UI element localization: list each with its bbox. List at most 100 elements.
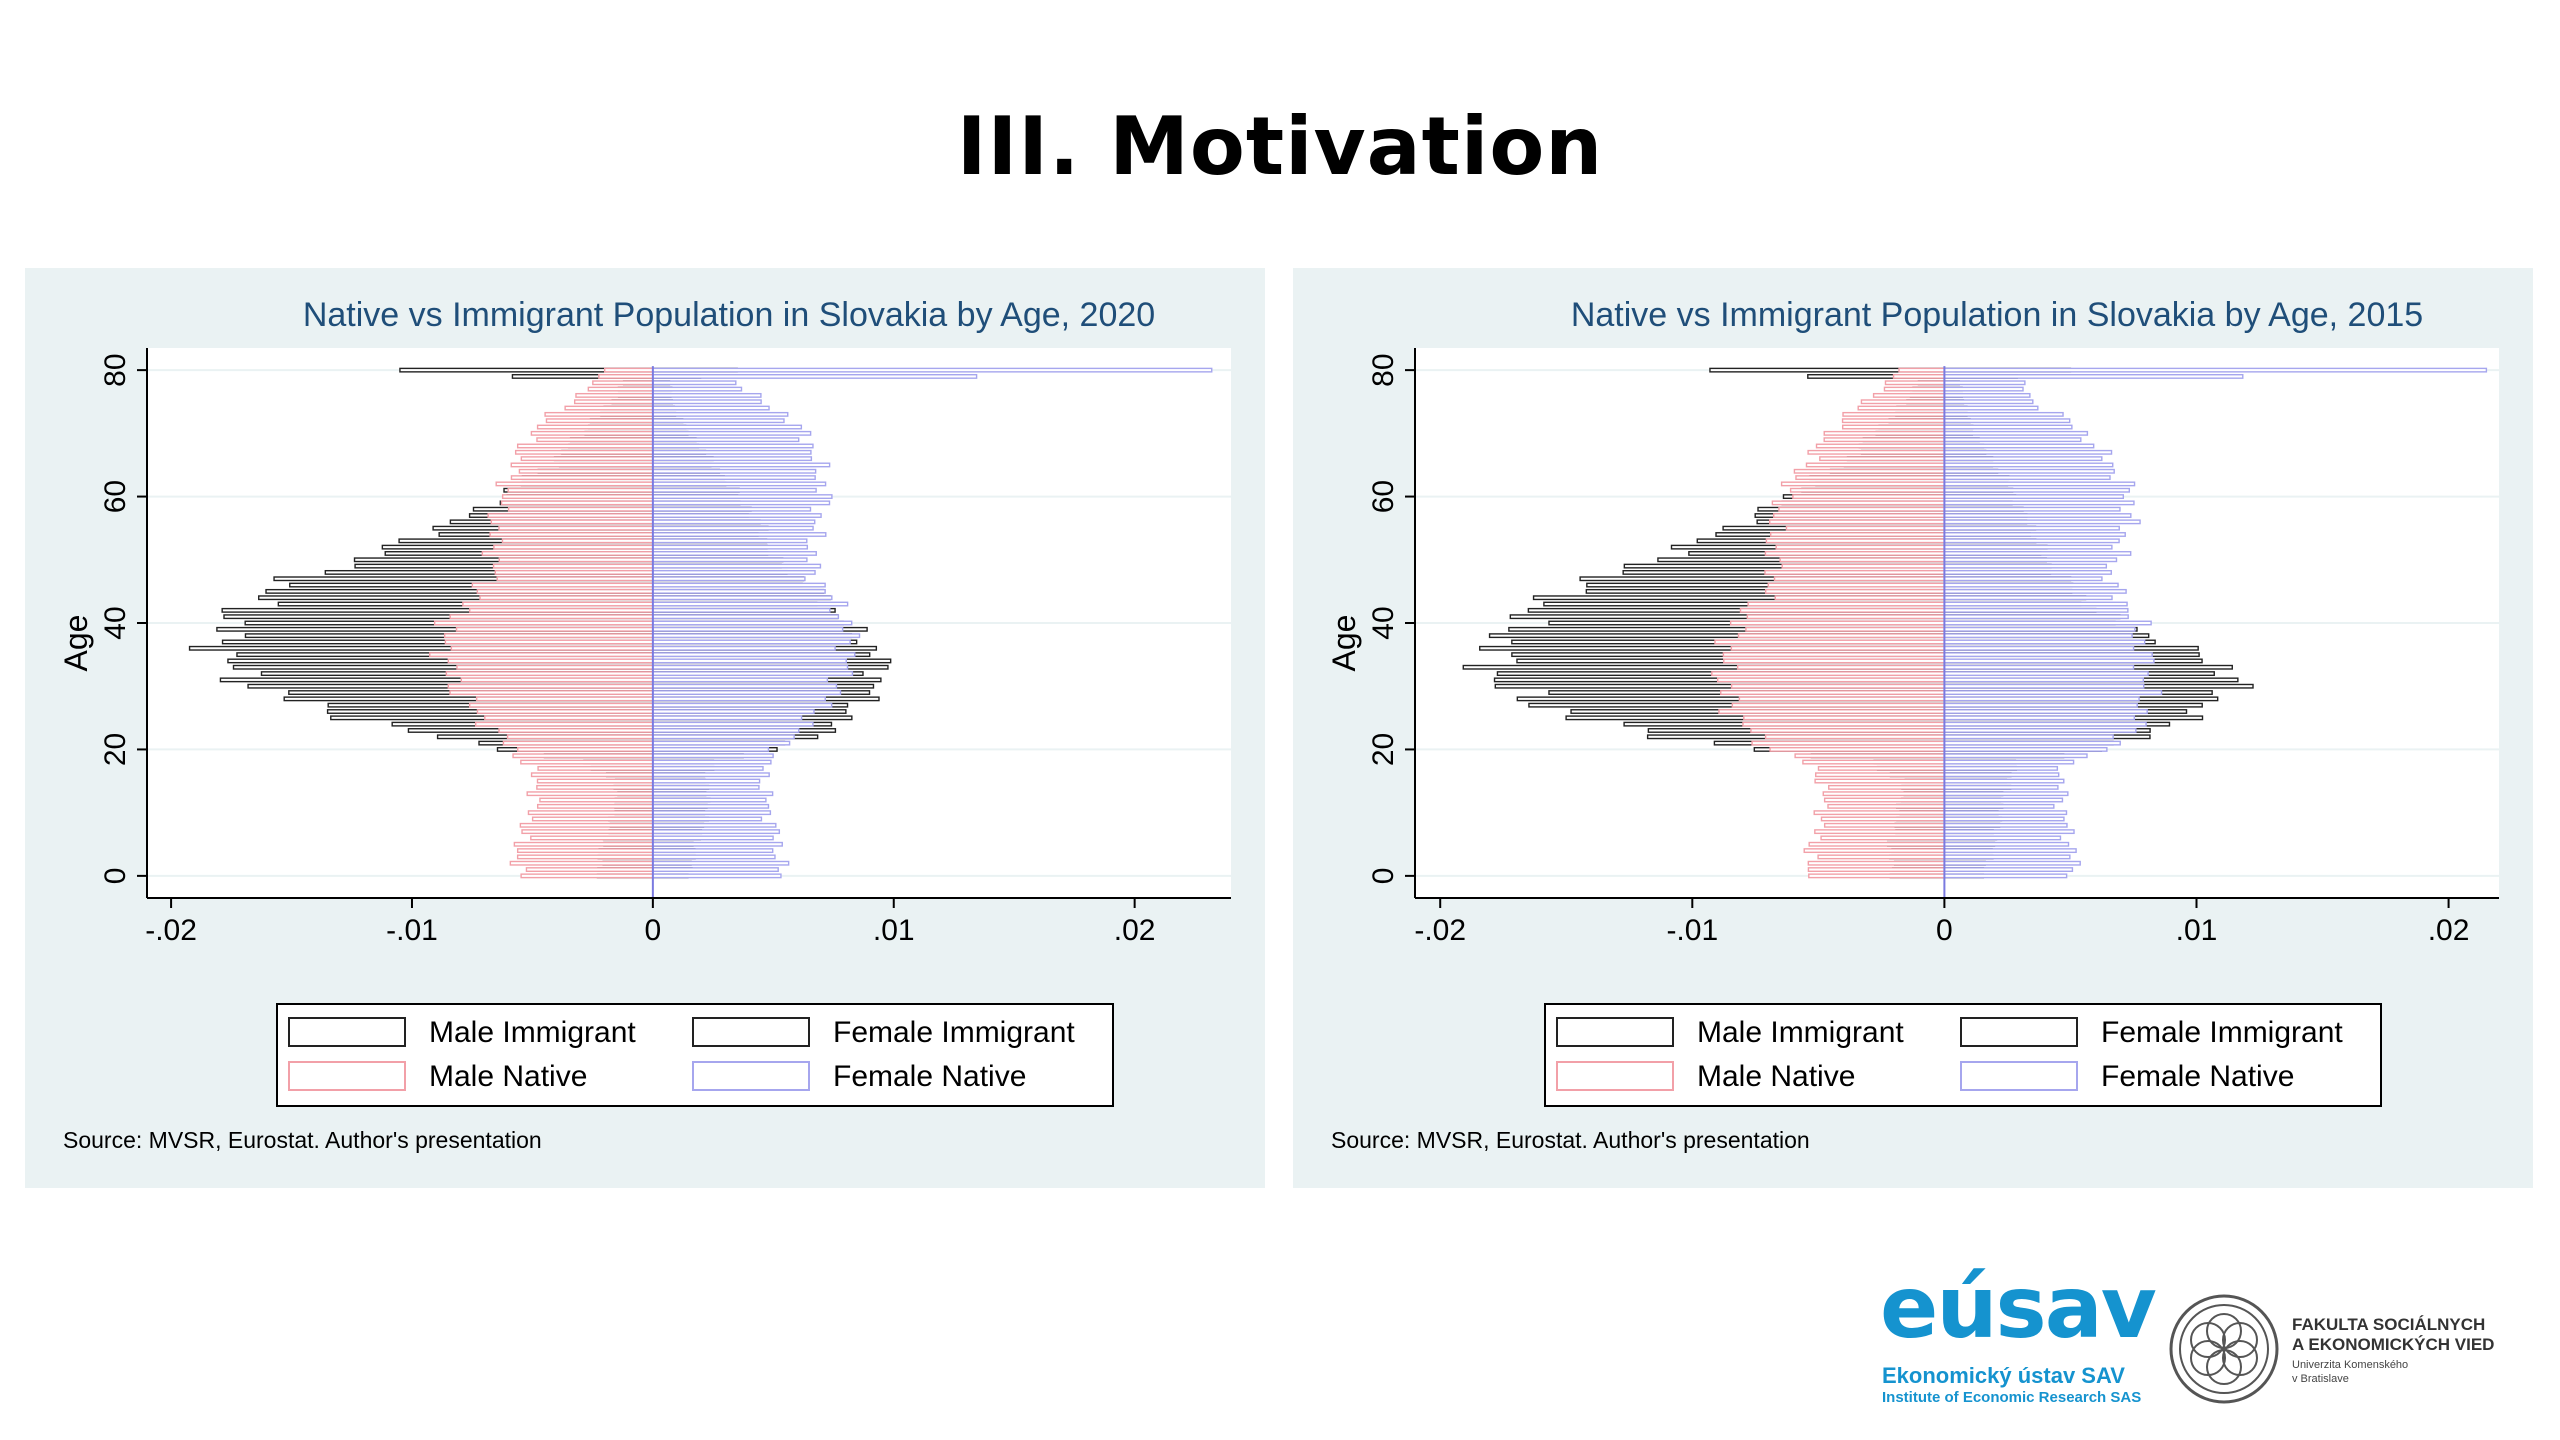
bar — [1943, 658, 2155, 664]
bar — [652, 715, 803, 721]
bar — [1808, 873, 1946, 879]
series-male-native — [429, 367, 654, 879]
bar — [1781, 563, 1946, 569]
bar — [1737, 633, 1946, 639]
bar — [1723, 658, 1946, 664]
source-note: Source: MVSR, Eurostat. Author's present… — [1331, 1127, 1810, 1153]
bar — [1803, 848, 1946, 854]
bar — [1943, 664, 2135, 670]
x-tick-label: -.02 — [1414, 914, 1466, 947]
bar — [1943, 683, 2145, 689]
bar — [475, 696, 654, 702]
bar — [1815, 443, 1946, 449]
bar — [1943, 696, 2140, 702]
bar — [1943, 588, 2127, 594]
bar — [652, 721, 814, 727]
bar — [498, 728, 654, 733]
bar — [1769, 746, 1946, 752]
bar — [1805, 462, 1946, 468]
bar — [652, 386, 743, 392]
bar — [462, 601, 654, 607]
y-tick-label: 20 — [1367, 733, 1400, 766]
bar — [1943, 810, 2068, 816]
bar — [1794, 753, 1946, 759]
y-tick-label: 80 — [99, 353, 132, 386]
bar — [652, 702, 833, 708]
legend: Male Immigrant Female Immigrant Male Nativ… — [1544, 1003, 2382, 1107]
bar — [1817, 765, 1946, 771]
bar — [1943, 418, 2071, 424]
bar — [484, 715, 654, 721]
bar — [652, 374, 978, 379]
bar — [1943, 835, 2062, 841]
pyramid-chart-2015: Native vs Immigrant Population in Slovak… — [1326, 296, 2499, 1153]
slide-title: III. Motivation — [956, 100, 1604, 193]
bars — [1462, 367, 2488, 879]
bar — [603, 367, 654, 373]
bar — [536, 803, 654, 809]
bar — [1943, 399, 2034, 405]
bar — [1943, 462, 2114, 468]
bar — [652, 620, 853, 626]
bar — [539, 797, 654, 803]
bar — [492, 563, 654, 569]
y-axis-label: Age — [58, 615, 94, 672]
bar — [498, 525, 654, 531]
bar — [652, 519, 816, 525]
bar — [1789, 487, 1946, 493]
bar — [1828, 784, 1946, 790]
bar — [544, 411, 654, 417]
bar — [1722, 652, 1946, 658]
x-tick-label: .02 — [1114, 914, 1156, 947]
bar — [1943, 677, 2145, 683]
bar — [652, 841, 783, 847]
bar — [652, 601, 849, 607]
fsev-seal-icon — [2169, 1294, 2279, 1404]
bar — [1943, 456, 2103, 462]
bar — [1819, 456, 1946, 462]
chart-title: Native vs Immigrant Population in Slovak… — [1571, 296, 2423, 334]
legend-swatch — [1556, 1061, 1674, 1091]
bar — [1943, 797, 2064, 803]
bar — [598, 374, 654, 379]
bar — [1943, 468, 2115, 474]
bar — [1943, 424, 2073, 430]
bar — [1802, 759, 1946, 765]
y-tick-label: 60 — [99, 480, 132, 513]
bar — [1943, 614, 2129, 620]
x-tick-label: .02 — [2428, 914, 2470, 947]
bar — [652, 506, 812, 512]
bar — [1751, 740, 1946, 746]
bar — [1807, 449, 1946, 455]
bar — [1813, 810, 1946, 816]
bar — [1773, 576, 1946, 582]
bar — [652, 772, 770, 778]
bar — [652, 468, 817, 474]
bar — [479, 595, 654, 601]
bar — [587, 386, 654, 392]
bar — [652, 759, 772, 765]
y-tick-label: 80 — [1367, 353, 1400, 386]
bar — [516, 854, 654, 860]
bar — [592, 380, 654, 386]
bar — [460, 677, 654, 683]
bar — [652, 860, 790, 866]
bar — [1943, 487, 2131, 493]
y-axis-label: Age — [1326, 615, 1362, 672]
bar — [1943, 392, 2031, 398]
bar — [455, 626, 654, 632]
bar — [506, 734, 654, 740]
bar — [1808, 841, 1946, 847]
bar — [652, 671, 854, 677]
bar — [1943, 715, 2136, 721]
bar — [456, 664, 654, 670]
bar — [652, 443, 814, 449]
bar — [495, 481, 654, 487]
bar — [447, 683, 654, 689]
y-tick-label: 20 — [99, 733, 132, 766]
bar — [1775, 544, 1946, 550]
bar — [1943, 544, 2113, 550]
legend-label: Female Native — [833, 1060, 1026, 1093]
bar — [1943, 551, 2132, 556]
bar — [1774, 595, 1946, 601]
